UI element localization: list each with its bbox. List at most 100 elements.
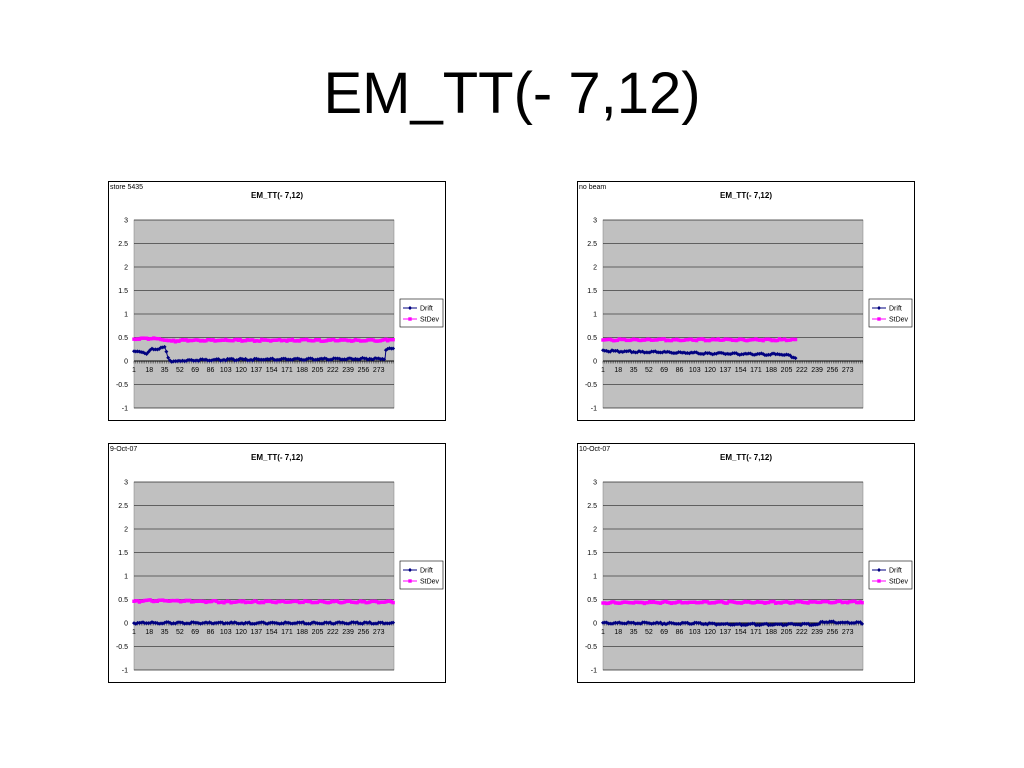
data-point xyxy=(369,599,374,604)
data-point xyxy=(247,600,251,604)
data-point xyxy=(230,357,235,362)
data-point xyxy=(678,621,683,626)
data-point xyxy=(739,337,744,342)
data-point xyxy=(671,621,676,626)
x-tick-label: 1 xyxy=(132,367,136,374)
data-point xyxy=(629,620,634,625)
data-point xyxy=(357,338,361,342)
y-tick-label: 0.5 xyxy=(118,597,128,604)
data-point xyxy=(608,337,612,342)
data-point xyxy=(770,338,774,343)
data-point xyxy=(666,600,670,604)
data-point xyxy=(619,337,623,342)
data-point xyxy=(245,600,250,604)
data-point xyxy=(177,339,181,343)
data-point xyxy=(240,339,244,343)
data-point xyxy=(265,599,269,604)
data-point xyxy=(215,338,219,343)
data-point xyxy=(189,600,194,604)
x-tick-label: 120 xyxy=(704,367,716,374)
data-point xyxy=(639,338,643,343)
data-point xyxy=(290,357,295,362)
data-point xyxy=(207,599,212,604)
data-point xyxy=(353,600,358,605)
legend-marker xyxy=(877,579,881,583)
data-point xyxy=(815,622,820,627)
data-point xyxy=(675,600,679,605)
data-point xyxy=(675,337,679,342)
data-point xyxy=(317,338,322,342)
data-point xyxy=(229,338,233,343)
data-point xyxy=(319,339,323,343)
data-point xyxy=(204,339,208,343)
x-tick-label: 239 xyxy=(811,629,823,636)
x-tick-label: 52 xyxy=(645,629,653,636)
chart-title: EM_TT(- 7,12) xyxy=(251,453,303,462)
x-tick-label: 222 xyxy=(327,629,339,636)
data-point xyxy=(610,338,614,342)
data-point xyxy=(182,338,187,342)
data-point xyxy=(604,337,609,342)
data-point xyxy=(813,600,818,604)
data-point xyxy=(387,599,392,603)
data-point xyxy=(822,599,827,604)
x-tick-label: 256 xyxy=(827,629,839,636)
data-point xyxy=(260,337,264,342)
data-point xyxy=(310,600,314,605)
data-point xyxy=(771,351,776,356)
data-point xyxy=(837,599,841,603)
data-point xyxy=(169,359,174,364)
data-point xyxy=(341,600,345,605)
x-tick-label: 103 xyxy=(689,367,701,374)
data-point xyxy=(233,338,237,342)
data-point xyxy=(693,338,697,342)
data-point xyxy=(368,338,372,342)
data-point xyxy=(383,348,388,353)
data-point xyxy=(802,600,807,605)
data-point xyxy=(684,600,688,605)
data-point xyxy=(748,351,753,356)
data-point xyxy=(653,338,657,342)
y-tick-label: 1 xyxy=(593,312,597,319)
data-point xyxy=(678,338,683,343)
data-point xyxy=(162,344,167,349)
y-tick-label: 0 xyxy=(593,359,597,366)
data-point xyxy=(709,601,713,605)
series-stdev xyxy=(132,336,395,344)
x-tick-label: 273 xyxy=(842,367,854,374)
data-point xyxy=(137,600,142,604)
y-tick-label: 0 xyxy=(124,621,128,628)
data-point xyxy=(173,599,178,603)
y-tick-label: 2 xyxy=(593,265,597,272)
data-point xyxy=(278,600,282,604)
data-point xyxy=(270,600,275,604)
data-point xyxy=(793,356,798,361)
data-point xyxy=(782,352,787,357)
chart-title: EM_TT(- 7,12) xyxy=(720,191,772,200)
data-point xyxy=(312,600,316,605)
data-point xyxy=(204,600,208,605)
data-point xyxy=(263,338,268,342)
data-point xyxy=(694,601,699,605)
data-point xyxy=(185,621,190,626)
data-point xyxy=(180,620,185,625)
data-point xyxy=(229,601,233,605)
data-point xyxy=(755,622,760,627)
x-tick-label: 188 xyxy=(765,367,777,374)
x-tick-label: 273 xyxy=(373,367,385,374)
data-point xyxy=(211,599,215,603)
data-point xyxy=(639,600,643,605)
y-tick-label: 0.5 xyxy=(118,335,128,342)
y-tick-label: 3 xyxy=(124,218,128,225)
data-point xyxy=(251,338,255,342)
data-point xyxy=(139,336,143,340)
data-point xyxy=(375,600,379,604)
data-point xyxy=(685,620,690,625)
data-point xyxy=(763,601,767,605)
data-point xyxy=(377,600,381,605)
data-point xyxy=(792,337,796,342)
data-point xyxy=(730,338,735,343)
data-point xyxy=(382,338,386,342)
data-point xyxy=(191,600,196,604)
data-point xyxy=(757,600,762,604)
